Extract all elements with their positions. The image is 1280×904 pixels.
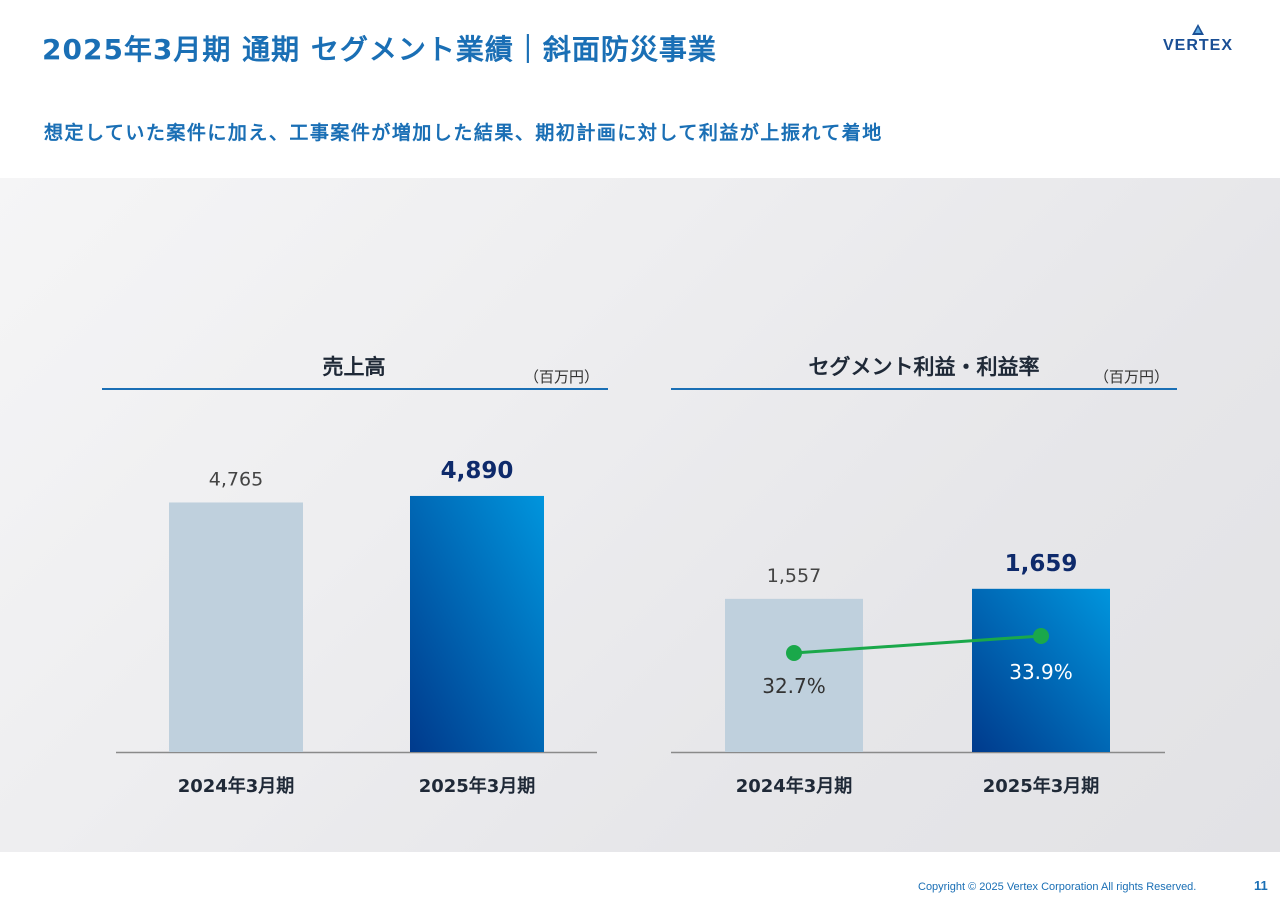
page-subtitle: 想定していた案件に加え、工事案件が増加した結果、期初計画に対して利益が上振れて着… xyxy=(44,122,883,144)
chart-0-bar-1 xyxy=(410,495,544,752)
chart-1-margin-line xyxy=(793,634,1042,655)
chart-1-category-label-1: 2025年3月期 xyxy=(983,775,1100,797)
profit-chart-unit: （百万円） xyxy=(1094,368,1170,386)
chart-0-bar-0 xyxy=(169,502,303,752)
vertex-logo: VERTEX xyxy=(1146,24,1250,56)
chart-0-value-label-0: 4,765 xyxy=(209,468,263,490)
chart-1-category-label-0: 2024年3月期 xyxy=(736,775,853,797)
chart-1-value-label-1: 1,659 xyxy=(1005,551,1078,577)
sales-chart-title: 売上高 xyxy=(322,355,386,379)
chart-1-margin-label-1: 33.9% xyxy=(1009,660,1073,684)
chart-1-value-label-0: 1,557 xyxy=(767,565,821,587)
sales-chart-underline xyxy=(102,388,608,390)
sales-chart-unit: （百万円） xyxy=(524,368,600,386)
chart-1-margin-point-0 xyxy=(786,645,802,661)
logo-text: VERTEX xyxy=(1162,37,1233,54)
chart-0-category-label-0: 2024年3月期 xyxy=(178,775,295,797)
page-number: 11 xyxy=(1254,878,1268,893)
chart-0-value-label-1: 4,890 xyxy=(441,458,514,484)
copyright-text: Copyright © 2025 Vertex Corporation All … xyxy=(918,881,1197,893)
chart-1-bar-1 xyxy=(972,588,1110,752)
logo-triangle-icon xyxy=(1192,24,1204,35)
page-title: 2025年3月期 通期 セグメント業績｜斜面防災事業 xyxy=(42,33,717,66)
profit-chart-title: セグメント利益・利益率 xyxy=(808,355,1040,379)
chart-0-category-label-1: 2025年3月期 xyxy=(419,775,536,797)
chart-1-margin-point-1 xyxy=(1033,628,1049,644)
chart-1-margin-label-0: 32.7% xyxy=(762,674,826,698)
profit-chart-underline xyxy=(671,388,1177,390)
chart-1-bar-0 xyxy=(725,598,863,752)
